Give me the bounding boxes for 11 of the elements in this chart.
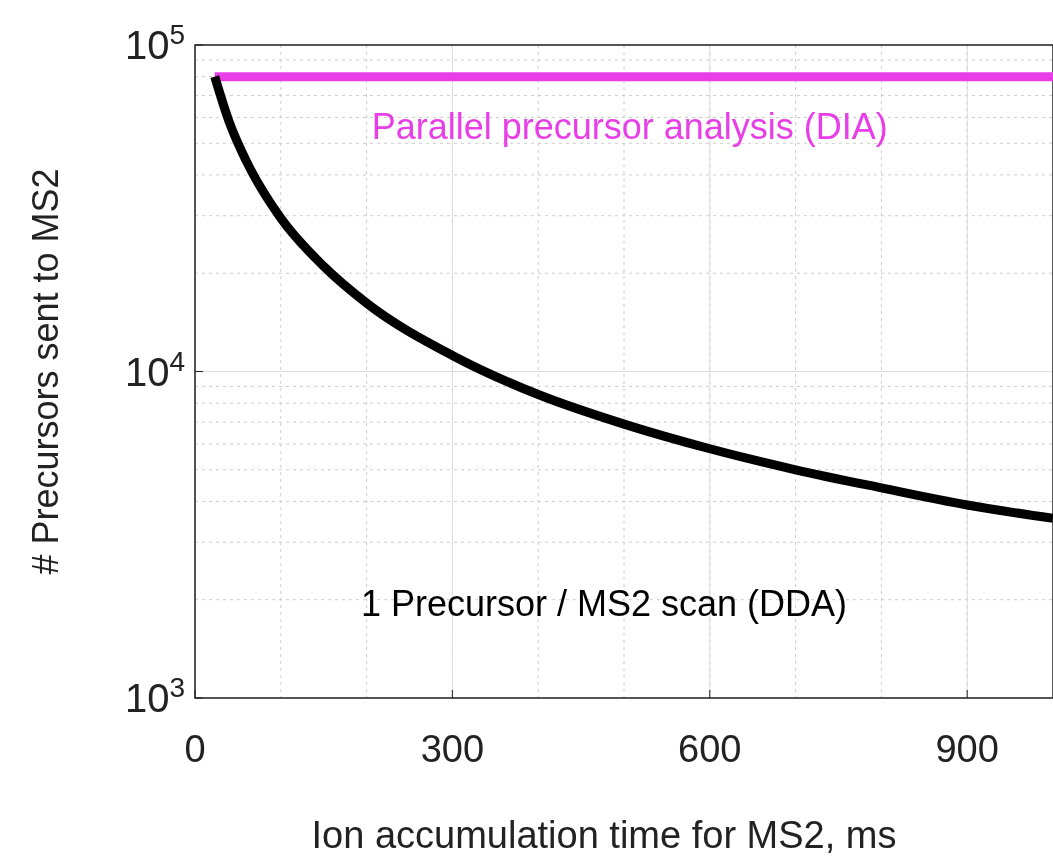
series-label: Parallel precursor analysis (DIA) (371, 105, 888, 147)
text: 1 Precursor / MS2 scan (DDA) (360, 583, 848, 624)
x-tick-label: 600 (678, 728, 742, 770)
x-tick-label: 0 (184, 728, 206, 770)
y-tick-label: 10$^{5}$ (124, 18, 185, 67)
y-axis-title: # Precursors sent to MS2 (25, 168, 66, 575)
x-tick-label: 300 (420, 728, 485, 770)
x-tick-label: 900 (935, 728, 999, 770)
y-tick-label: 10$^{4}$ (124, 345, 185, 394)
x-axis-title: Ion accumulation time for MS2, ms (311, 814, 897, 856)
y-tick-label: 10$^{3}$ (124, 671, 185, 720)
